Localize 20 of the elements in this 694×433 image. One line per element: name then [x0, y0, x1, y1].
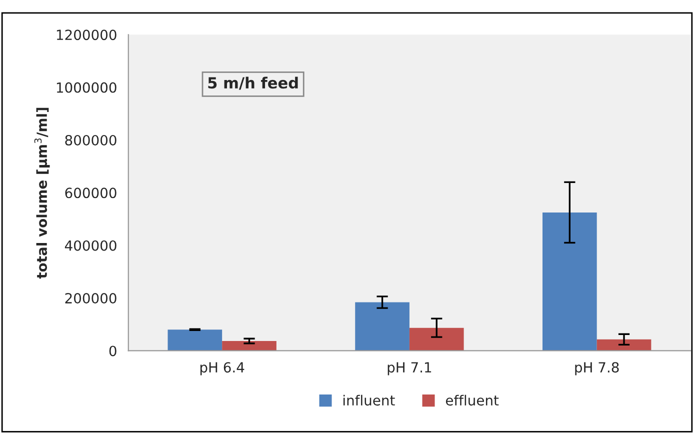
legend-label: influent — [343, 394, 395, 406]
legend-label: effluent — [446, 394, 499, 406]
y-tick-label: 200000 — [65, 293, 116, 304]
bar — [596, 339, 652, 351]
y-axis-title: total volume [µm$^{3}$/ml] — [34, 108, 50, 279]
x-tick-label: pH 7.8 — [575, 362, 619, 376]
bar — [542, 212, 597, 351]
x-tick-label: pH 7.1 — [388, 362, 432, 376]
y-tick-label: 1200000 — [56, 30, 116, 40]
y-tick-label: 400000 — [64, 240, 116, 251]
x-tick-label: pH 6.4 — [200, 362, 244, 376]
bar — [409, 328, 464, 351]
annotation: 5 m/h feed — [208, 76, 298, 90]
y-tick-label: 800000 — [65, 134, 116, 146]
bar — [168, 330, 222, 351]
y-tick-label: 0 — [109, 346, 116, 356]
bar — [222, 340, 276, 351]
y-tick-label: 1000000 — [56, 82, 116, 93]
y-tick-label: 600000 — [65, 188, 116, 198]
bar — [355, 302, 410, 351]
